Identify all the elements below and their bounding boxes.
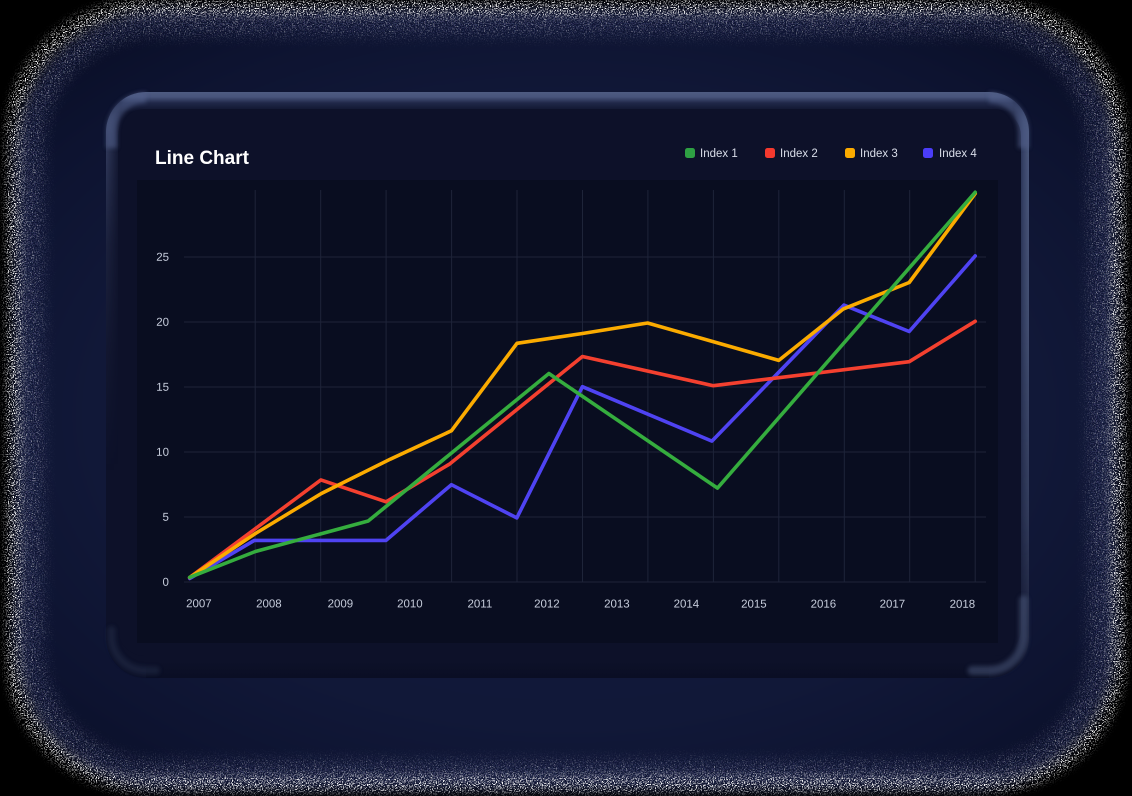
svg-text:10: 10 bbox=[156, 447, 169, 459]
svg-text:2007: 2007 bbox=[186, 598, 212, 610]
svg-text:15: 15 bbox=[156, 382, 169, 394]
svg-text:20: 20 bbox=[156, 317, 169, 329]
svg-text:5: 5 bbox=[163, 512, 169, 524]
svg-text:2014: 2014 bbox=[674, 599, 700, 611]
svg-text:2010: 2010 bbox=[397, 598, 423, 610]
svg-text:25: 25 bbox=[156, 252, 169, 264]
svg-text:2015: 2015 bbox=[741, 599, 767, 611]
svg-text:2008: 2008 bbox=[256, 598, 282, 610]
svg-text:2018: 2018 bbox=[950, 599, 976, 611]
svg-text:2017: 2017 bbox=[880, 599, 906, 611]
svg-text:2012: 2012 bbox=[534, 598, 560, 610]
svg-text:0: 0 bbox=[162, 577, 168, 589]
svg-text:2011: 2011 bbox=[468, 598, 493, 610]
svg-text:2013: 2013 bbox=[604, 599, 630, 611]
svg-text:2009: 2009 bbox=[328, 598, 354, 610]
svg-text:2016: 2016 bbox=[811, 599, 837, 611]
